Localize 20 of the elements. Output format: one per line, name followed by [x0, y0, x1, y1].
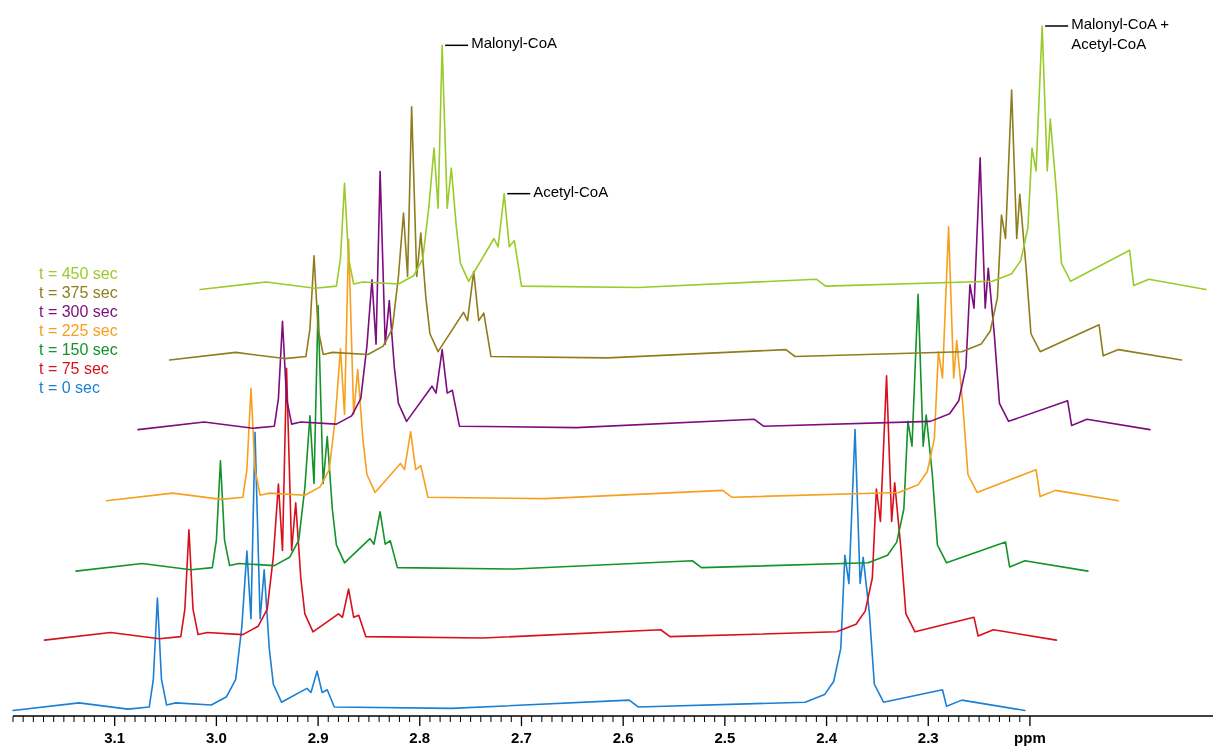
annotation: Malonyl-CoA + Acetyl-CoA [1071, 15, 1170, 52]
x-tick-label: ppm [1014, 729, 1046, 746]
text: t = 375 sec [39, 284, 118, 301]
annotation: Malonyl-CoA [471, 34, 558, 52]
x-tick-label: 2.9 [307, 729, 329, 746]
text: t = 300 sec [39, 303, 118, 320]
text: t = 75 sec [39, 360, 109, 377]
x-tick-label: 2.5 [714, 729, 736, 746]
x-tick-label: 3.1 [104, 729, 126, 746]
x-tick-label: 2.7 [511, 729, 532, 746]
x-tick-label: 3.0 [205, 729, 227, 746]
x-tick-label: 2.3 [917, 729, 939, 746]
annotation: Acetyl-CoA [533, 182, 609, 200]
x-tick-label: 2.4 [816, 729, 838, 746]
x-tick-label: 2.6 [612, 729, 634, 746]
text: t = 450 sec [39, 265, 118, 282]
text: t = 225 sec [39, 322, 118, 339]
text: t = 150 sec [39, 341, 118, 358]
x-tick-label: 2.8 [409, 729, 431, 746]
text: t = 0 sec [39, 379, 100, 396]
